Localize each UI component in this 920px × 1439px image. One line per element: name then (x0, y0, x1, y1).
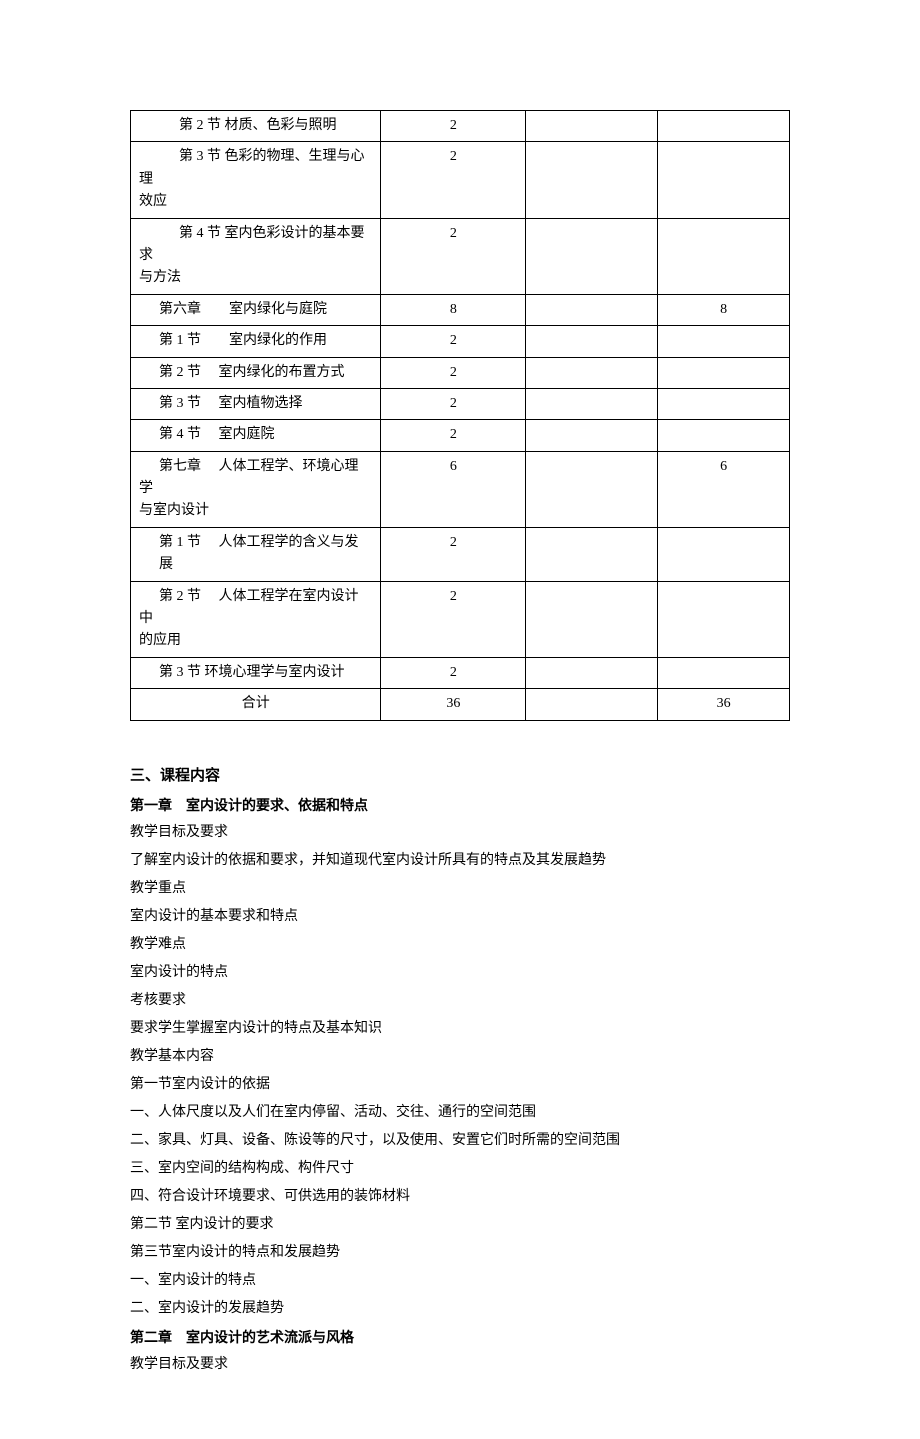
table-cell-col3 (526, 111, 658, 142)
table-cell-title: 第 3 节 室内植物选择 (131, 388, 381, 419)
table-cell-col3 (526, 326, 658, 357)
section-title: 三、课程内容 (130, 761, 790, 791)
table-row: 第 3 节 室内植物选择2 (131, 388, 790, 419)
table-cell-title: 第 3 节 环境心理学与室内设计 (131, 657, 381, 688)
table-cell-col3 (526, 388, 658, 419)
content-line: 第三节室内设计的特点和发展趋势 (130, 1239, 790, 1267)
table-cell-col4: 6 (658, 451, 790, 527)
table-row: 第六章 室内绿化与庭院88 (131, 294, 790, 325)
table-cell-title: 第 2 节 人体工程学在室内设计中的应用 (131, 581, 381, 657)
content-line: 教学目标及要求 (130, 819, 790, 847)
table-cell-col3 (526, 451, 658, 527)
table-cell-col4 (658, 581, 790, 657)
table-cell-hours: 2 (381, 218, 526, 294)
table-cell-col4 (658, 111, 790, 142)
course-content: 三、课程内容 第一章 室内设计的要求、依据和特点 教学目标及要求了解室内设计的依… (130, 761, 790, 1379)
table-cell-title: 第六章 室内绿化与庭院 (131, 294, 381, 325)
content-line: 四、符合设计环境要求、可供选用的装饰材料 (130, 1183, 790, 1211)
table-row: 第 2 节 室内绿化的布置方式2 (131, 357, 790, 388)
table-cell-col4 (658, 527, 790, 581)
table-cell-col4 (658, 357, 790, 388)
table-cell-col3 (526, 142, 658, 218)
table-cell-title: 第 1 节 人体工程学的含义与发展 (131, 527, 381, 581)
table-cell-hours: 2 (381, 388, 526, 419)
table-cell-hours: 2 (381, 357, 526, 388)
table-cell-col4 (658, 388, 790, 419)
table-row: 第 3 节 色彩的物理、生理与心理效应2 (131, 142, 790, 218)
table-cell-col4 (658, 326, 790, 357)
table-row: 第 4 节 室内色彩设计的基本要求与方法2 (131, 218, 790, 294)
content-line: 教学基本内容 (130, 1043, 790, 1071)
table-cell-hours: 2 (381, 527, 526, 581)
table-cell-title: 第 2 节 室内绿化的布置方式 (131, 357, 381, 388)
course-hours-table: 第 2 节 材质、色彩与照明2第 3 节 色彩的物理、生理与心理效应2第 4 节… (130, 110, 790, 721)
table-cell-col3 (526, 581, 658, 657)
table-row: 第 2 节 材质、色彩与照明2 (131, 111, 790, 142)
content-line: 二、家具、灯具、设备、陈设等的尺寸，以及使用、安置它们时所需的空间范围 (130, 1127, 790, 1155)
table-cell-title: 第 3 节 色彩的物理、生理与心理效应 (131, 142, 381, 218)
table-cell-hours: 2 (381, 326, 526, 357)
table-row: 第 3 节 环境心理学与室内设计2 (131, 657, 790, 688)
chapter-1-title: 第一章 室内设计的要求、依据和特点 (130, 791, 790, 819)
content-line: 要求学生掌握室内设计的特点及基本知识 (130, 1015, 790, 1043)
table-row: 合计3636 (131, 689, 790, 720)
table-cell-col3 (526, 689, 658, 720)
content-line: 教学目标及要求 (130, 1351, 790, 1379)
table-cell-title: 第七章 人体工程学、环境心理学与室内设计 (131, 451, 381, 527)
table-cell-title: 合计 (131, 689, 381, 720)
table-cell-col3 (526, 218, 658, 294)
table-row: 第 1 节 室内绿化的作用2 (131, 326, 790, 357)
table-cell-title: 第 4 节 室内庭院 (131, 420, 381, 451)
table-cell-title: 第 4 节 室内色彩设计的基本要求与方法 (131, 218, 381, 294)
content-line: 教学难点 (130, 931, 790, 959)
content-line: 室内设计的基本要求和特点 (130, 903, 790, 931)
table-cell-col3 (526, 294, 658, 325)
table-cell-col3 (526, 420, 658, 451)
table-cell-hours: 6 (381, 451, 526, 527)
table-cell-col3 (526, 357, 658, 388)
table-cell-hours: 2 (381, 581, 526, 657)
content-line: 第一节室内设计的依据 (130, 1071, 790, 1099)
content-line: 教学重点 (130, 875, 790, 903)
content-line: 室内设计的特点 (130, 959, 790, 987)
chapter-2-title: 第二章 室内设计的艺术流派与风格 (130, 1323, 790, 1351)
table-cell-col3 (526, 527, 658, 581)
table-cell-title: 第 1 节 室内绿化的作用 (131, 326, 381, 357)
table-cell-col4 (658, 142, 790, 218)
content-line: 第二节 室内设计的要求 (130, 1211, 790, 1239)
table-cell-title: 第 2 节 材质、色彩与照明 (131, 111, 381, 142)
table-row: 第 1 节 人体工程学的含义与发展2 (131, 527, 790, 581)
table-cell-hours: 2 (381, 420, 526, 451)
table-cell-col4 (658, 218, 790, 294)
table-cell-hours: 2 (381, 142, 526, 218)
table-cell-col3 (526, 657, 658, 688)
table-cell-hours: 8 (381, 294, 526, 325)
table-cell-hours: 2 (381, 111, 526, 142)
content-line: 考核要求 (130, 987, 790, 1015)
content-line: 三、室内空间的结构构成、构件尺寸 (130, 1155, 790, 1183)
content-line: 一、室内设计的特点 (130, 1267, 790, 1295)
table-cell-col4 (658, 420, 790, 451)
table-cell-col4 (658, 657, 790, 688)
table-row: 第七章 人体工程学、环境心理学与室内设计66 (131, 451, 790, 527)
table-cell-col4: 8 (658, 294, 790, 325)
table-cell-hours: 36 (381, 689, 526, 720)
content-line: 一、人体尺度以及人们在室内停留、活动、交往、通行的空间范围 (130, 1099, 790, 1127)
table-row: 第 2 节 人体工程学在室内设计中的应用2 (131, 581, 790, 657)
content-line: 二、室内设计的发展趋势 (130, 1295, 790, 1323)
table-cell-hours: 2 (381, 657, 526, 688)
table-cell-col4: 36 (658, 689, 790, 720)
content-line: 了解室内设计的依据和要求，并知道现代室内设计所具有的特点及其发展趋势 (130, 847, 790, 875)
table-row: 第 4 节 室内庭院2 (131, 420, 790, 451)
